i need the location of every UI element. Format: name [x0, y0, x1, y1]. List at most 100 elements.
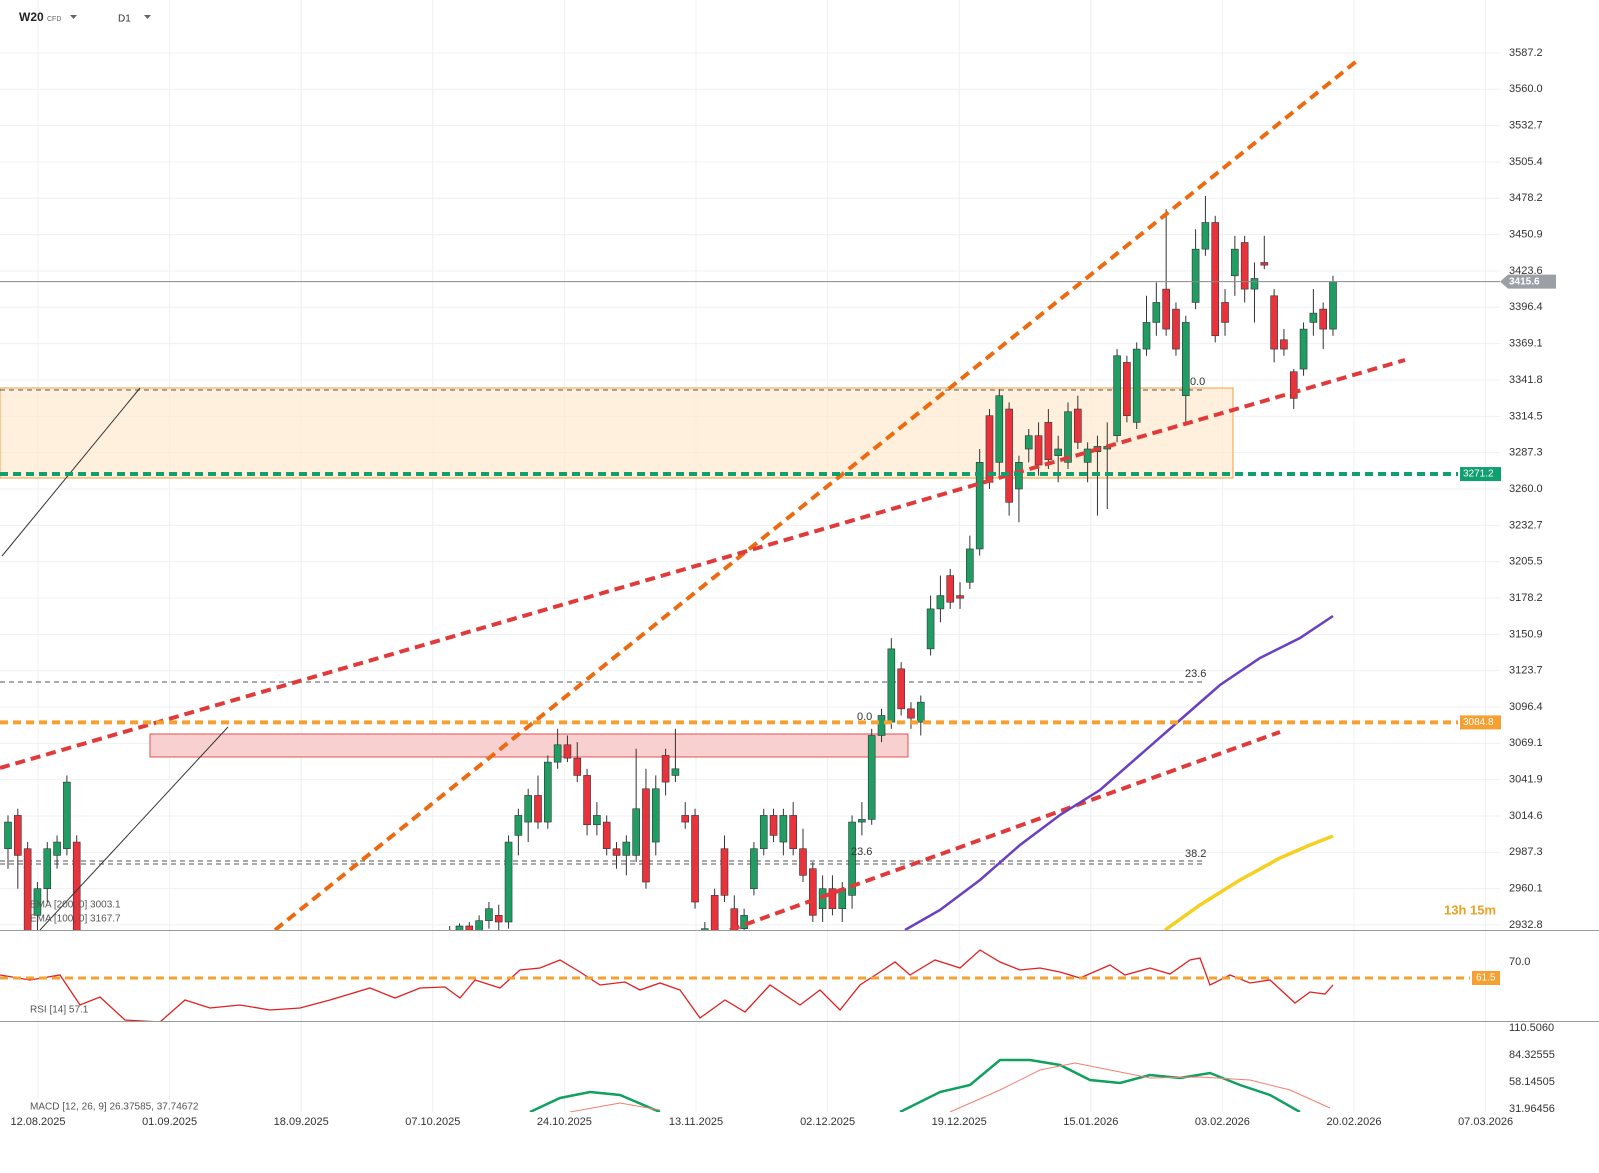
macd-panel: 110.5060 84.32555 58.14505 31.96456	[1509, 1022, 1555, 1115]
y-tick-label: 3505.4	[1509, 156, 1543, 168]
candle-body	[544, 761, 552, 823]
candle-body	[524, 795, 532, 823]
price-tag-label: 3271.2	[1463, 469, 1494, 480]
candle-body	[33, 888, 42, 916]
candle-body	[828, 888, 837, 909]
signal-line	[949, 1062, 1331, 1112]
candle-body	[338, 982, 345, 993]
candle-body	[975, 462, 984, 550]
candle-body	[966, 548, 974, 583]
candle-body	[1240, 242, 1249, 290]
candle-body	[642, 788, 650, 883]
candle-body	[14, 815, 22, 856]
x-tick-label: 03.02.2026	[1195, 1116, 1250, 1128]
candle-body	[612, 848, 621, 856]
x-tick-label: 19.12.2025	[932, 1116, 987, 1128]
y-tick-label: 3478.2	[1509, 192, 1543, 204]
macd-line	[899, 1058, 1301, 1112]
fib-label: 23.6	[1185, 668, 1206, 680]
candle-body	[387, 962, 394, 975]
candle-body	[446, 935, 453, 942]
dropdown-arrow[interactable]	[144, 15, 151, 19]
macd-line	[529, 1090, 661, 1112]
candle-body	[1221, 302, 1229, 323]
candle-body	[759, 815, 768, 850]
candle-body	[328, 979, 335, 992]
candle-body	[1270, 295, 1278, 350]
candle-body	[436, 942, 443, 955]
candle-body	[848, 821, 856, 896]
candle-body	[1034, 435, 1043, 466]
y-tick-label: 3341.8	[1509, 374, 1543, 386]
candle-body	[730, 908, 739, 930]
y-tick-label: 3450.9	[1509, 229, 1543, 241]
y-tick-label: 3123.7	[1509, 664, 1543, 676]
candle-body	[995, 395, 1004, 463]
candle-body	[504, 841, 513, 923]
y-tick-label: 3069.1	[1509, 737, 1543, 749]
rsi-label: RSI [14] 57.1	[30, 1005, 89, 1016]
candle-body	[1181, 322, 1190, 397]
candle-body	[72, 841, 81, 930]
y-tick-label: 3041.9	[1509, 773, 1543, 785]
y-tick-label: 3178.2	[1509, 592, 1543, 604]
candle-body	[1289, 371, 1298, 399]
candle-body	[152, 1002, 159, 1015]
candle-body	[348, 969, 355, 982]
instrument-type: CFD	[47, 16, 61, 23]
x-axis: 12.08.2025 01.09.2025 18.09.2025 07.10.2025…	[10, 1116, 1513, 1128]
fib-lines	[0, 389, 1205, 865]
candle-body	[142, 995, 149, 1015]
rsi-level-tag	[1472, 970, 1500, 985]
y-tick-label: 2932.8	[1509, 919, 1543, 931]
candle-body	[83, 969, 90, 982]
candle-body	[1329, 281, 1337, 330]
macd-tick-label: 58.14505	[1509, 1076, 1555, 1088]
candle-body	[1162, 288, 1170, 330]
symbol[interactable]: W20	[19, 10, 44, 24]
candles	[4, 195, 1337, 1015]
candle-body	[858, 819, 866, 823]
rsi-panel: 70.0 61.5	[0, 956, 1530, 985]
rsi-tick-label: 70.0	[1509, 956, 1530, 968]
x-tick-label: 07.03.2026	[1458, 1116, 1513, 1128]
y-tick-label: 3205.5	[1509, 556, 1543, 568]
candle-body	[1113, 355, 1121, 436]
candle-body	[1044, 422, 1053, 460]
candle-body	[602, 821, 611, 850]
y-tick-label: 3014.6	[1509, 810, 1543, 822]
grid: 3587.2 3560.0 3532.7 3505.4 3478.2 3450.9 3423…	[0, 0, 1543, 1112]
y-tick-label: 3287.3	[1509, 447, 1543, 459]
y-tick-label: 3396.4	[1509, 301, 1543, 313]
signal-line	[569, 1102, 661, 1112]
trend-line	[39, 726, 229, 930]
candle-body	[897, 668, 905, 710]
candle-body	[171, 982, 178, 995]
x-tick-label: 13.11.2025	[669, 1116, 723, 1128]
candle-body	[701, 928, 709, 930]
macd-tick-label: 110.5060	[1509, 1022, 1554, 1034]
candle-body	[1142, 322, 1151, 350]
candle-body	[1260, 262, 1269, 266]
x-tick-label: 15.01.2026	[1063, 1116, 1118, 1128]
dropdown-arrow[interactable]	[70, 15, 77, 19]
levels: 3415.6 3271.2 3084.8	[0, 274, 1556, 730]
candle-body	[1201, 222, 1210, 250]
candle-body	[1319, 308, 1327, 330]
candle-body	[720, 848, 729, 896]
interval[interactable]: D1	[118, 14, 131, 25]
y-tick-label: 3096.4	[1509, 701, 1543, 713]
price-tag-label: 3084.8	[1463, 717, 1494, 728]
macd-tick-label: 84.32555	[1509, 1049, 1555, 1061]
candle-body	[358, 969, 365, 977]
candle-body	[122, 995, 129, 1008]
trend-line	[1, 387, 141, 557]
candle-body	[750, 848, 758, 889]
candle-body	[397, 962, 404, 969]
candle-body	[1191, 248, 1200, 303]
candle-body	[681, 815, 690, 823]
candle-body	[23, 848, 32, 930]
price-tag	[1500, 274, 1556, 289]
candle-body	[1211, 222, 1220, 337]
